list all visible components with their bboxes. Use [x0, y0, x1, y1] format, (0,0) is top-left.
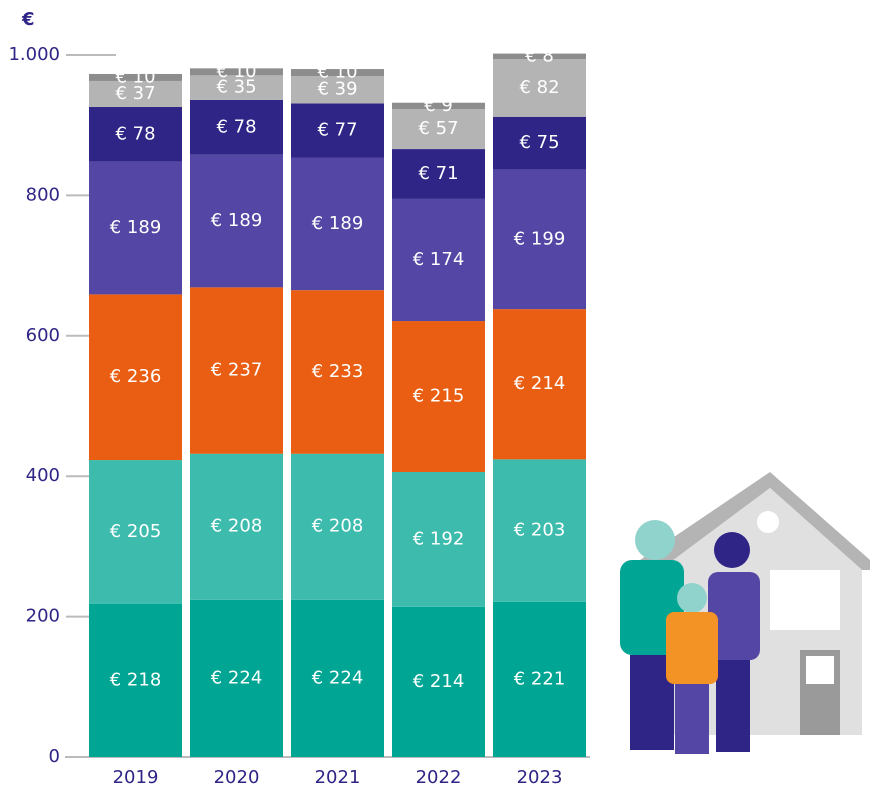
value-label: € 10: [115, 66, 155, 87]
value-label: € 233: [312, 361, 364, 382]
bar-segment: [190, 68, 283, 76]
bar-segment: [291, 599, 384, 757]
bar-segment: [291, 290, 384, 454]
value-label: € 8: [525, 45, 554, 66]
x-tick-label: 2021: [315, 767, 361, 788]
value-label: € 215: [413, 386, 465, 407]
value-label: € 218: [110, 669, 162, 690]
bar-segment: [392, 109, 485, 150]
bar-segment: [190, 453, 283, 600]
value-label: € 77: [317, 119, 357, 140]
value-label: € 189: [211, 210, 263, 231]
bar-segment: [291, 69, 384, 77]
bar-segment: [89, 73, 182, 81]
value-label: € 78: [216, 116, 256, 137]
bar-segment: [89, 460, 182, 604]
bar-segment: [190, 99, 283, 155]
bar-segment: [493, 309, 586, 460]
value-label: € 82: [519, 77, 559, 98]
bar-segment: [89, 106, 182, 162]
y-tick-label: 600: [26, 325, 60, 346]
value-label: € 214: [413, 671, 465, 692]
bar-segment: [392, 471, 485, 607]
value-label: € 71: [418, 163, 458, 184]
value-label: € 189: [110, 217, 162, 238]
value-label: € 205: [110, 521, 162, 542]
y-tick-label: 1.000: [8, 44, 60, 65]
bar-segment: [493, 601, 586, 757]
bar-segment: [89, 603, 182, 757]
illustration: [620, 472, 870, 754]
y-tick-label: 200: [26, 606, 60, 627]
value-label: € 192: [413, 528, 465, 549]
x-tick-label: 2023: [517, 767, 563, 788]
value-label: € 208: [312, 516, 364, 537]
value-label: € 224: [312, 667, 364, 688]
value-label: € 37: [115, 83, 155, 104]
value-label: € 57: [418, 118, 458, 139]
bar-segment: [493, 59, 586, 117]
bar-segment: [89, 294, 182, 461]
value-label: € 39: [317, 79, 357, 100]
bar-segment: [493, 459, 586, 602]
value-label: € 35: [216, 77, 256, 98]
bar-segment: [190, 287, 283, 454]
bar-segment: [392, 102, 485, 110]
bar-segment: [190, 154, 283, 288]
value-label: € 10: [317, 62, 357, 83]
y-axis-label: €: [21, 9, 35, 30]
y-tick-label: 0: [49, 746, 60, 767]
bar-segment: [190, 599, 283, 757]
bar-segment: [392, 606, 485, 757]
bar-segment: [190, 75, 283, 100]
value-label: € 224: [211, 667, 263, 688]
value-label: € 208: [211, 516, 263, 537]
bar-segment: [291, 453, 384, 600]
bar-segment: [493, 53, 586, 60]
x-tick-label: 2022: [416, 767, 462, 788]
bar-segment: [493, 169, 586, 310]
value-label: € 75: [519, 132, 559, 153]
value-label: € 78: [115, 123, 155, 144]
x-tick-label: 2019: [113, 767, 159, 788]
value-label: € 10: [216, 61, 256, 82]
value-label: € 221: [514, 668, 566, 689]
bar-segment: [89, 161, 182, 295]
y-tick-label: 400: [26, 465, 60, 486]
bar-segment: [89, 80, 182, 107]
value-label: € 174: [413, 249, 465, 270]
bar-segment: [392, 149, 485, 199]
value-label: € 189: [312, 213, 364, 234]
bar-segment: [392, 198, 485, 322]
y-tick-label: 800: [26, 184, 60, 205]
bar-segment: [291, 76, 384, 104]
value-label: € 214: [514, 373, 566, 394]
bar-segment: [291, 157, 384, 291]
value-label: € 9: [424, 95, 453, 116]
x-tick-label: 2020: [214, 767, 260, 788]
value-label: € 237: [211, 360, 263, 381]
bar-segment: [392, 321, 485, 472]
value-label: € 199: [514, 228, 566, 249]
value-label: € 236: [110, 366, 162, 387]
bar-segment: [291, 103, 384, 158]
value-label: € 203: [514, 520, 566, 541]
bar-segment: [493, 116, 586, 170]
